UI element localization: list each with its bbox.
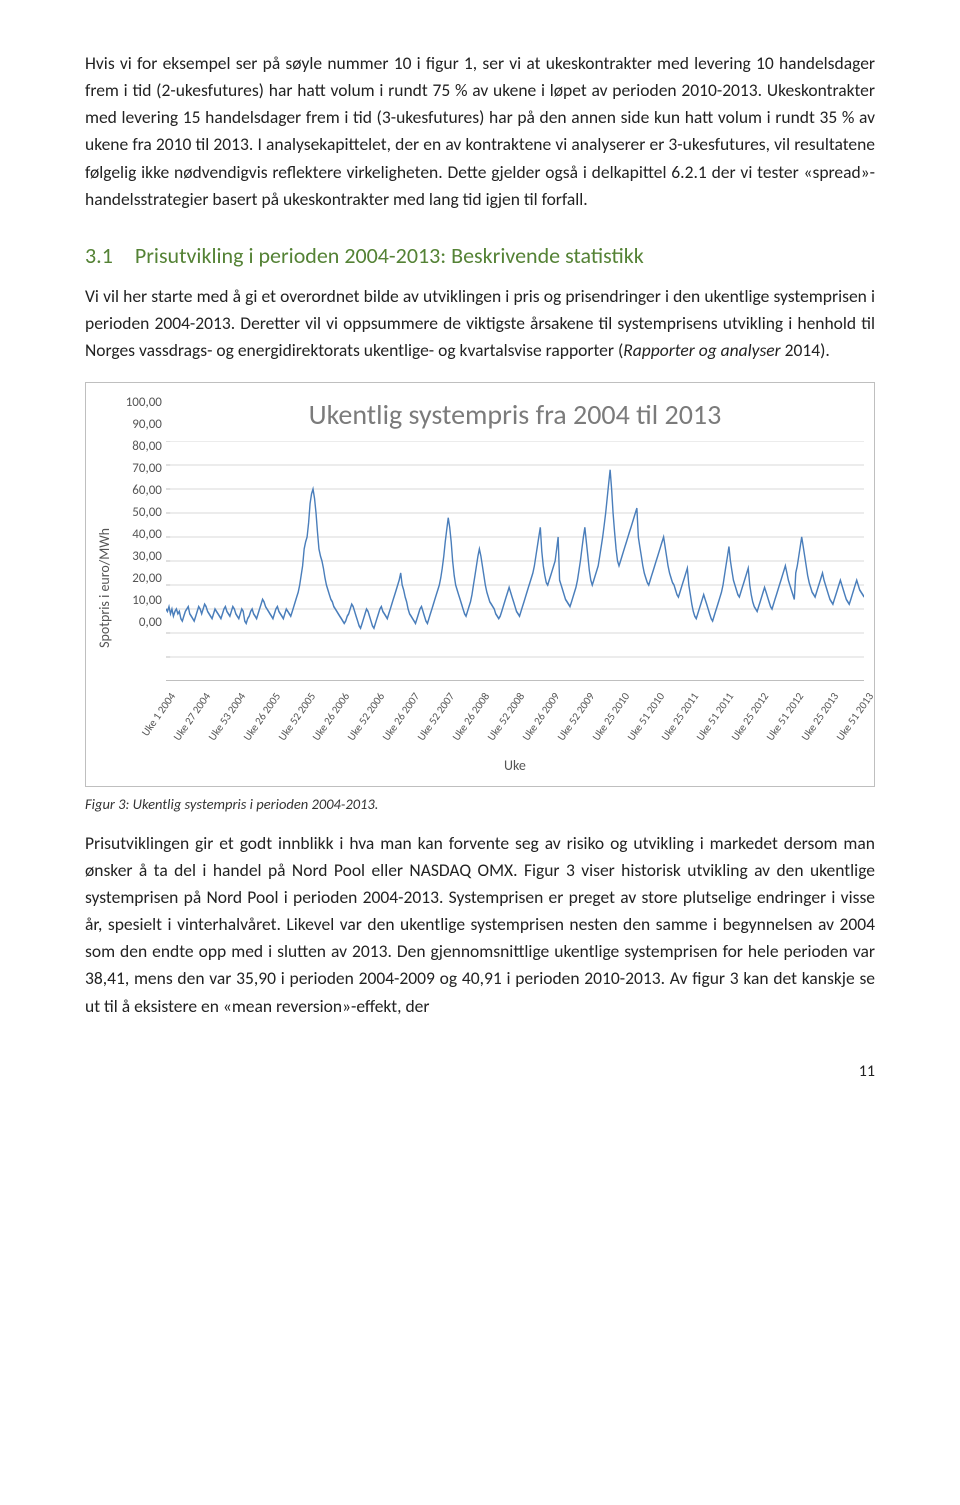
chart-svg	[166, 441, 864, 681]
chart-ytick: 100,00	[126, 393, 162, 413]
chart-ytick: 40,00	[132, 525, 162, 545]
chart-ytick: 10,00	[132, 591, 162, 611]
page: Hvis vi for eksempel ser på søyle nummer…	[0, 0, 960, 1114]
chart-title: Ukentlig systempris fra 2004 til 2013	[166, 393, 864, 436]
chart-plot	[166, 441, 864, 681]
paragraph-2: Vi vil her starte med å gi et overordnet…	[85, 283, 875, 364]
chart-ytick: 70,00	[132, 459, 162, 479]
chart-ytick: 80,00	[132, 437, 162, 457]
section-number: 3.1	[85, 239, 113, 273]
chart-ytick: 0,00	[139, 613, 162, 633]
chart-inner: Spotpris i euro/MWh 100,0090,0080,0070,0…	[86, 383, 874, 786]
chart-ytick: 90,00	[132, 415, 162, 435]
para2-italic: Rapporter og analyser	[623, 339, 780, 361]
paragraph-3: Prisutviklingen gir et godt innblikk i h…	[85, 830, 875, 1020]
chart-plot-wrap: Ukentlig systempris fra 2004 til 2013 Uk…	[166, 393, 864, 782]
para2-text-c: 2014).	[781, 339, 830, 361]
section-heading: 3.1 Prisutvikling i perioden 2004-2013: B…	[85, 239, 875, 273]
chart-frame: Spotpris i euro/MWh 100,0090,0080,0070,0…	[85, 382, 875, 787]
chart-ylabel: Spotpris i euro/MWh	[92, 528, 118, 648]
chart-ytick: 20,00	[132, 569, 162, 589]
chart-ytick: 30,00	[132, 547, 162, 567]
chart-yticks: 100,0090,0080,0070,0060,0050,0040,0030,0…	[118, 393, 166, 633]
section-title: Prisutvikling i perioden 2004-2013: Besk…	[135, 242, 644, 269]
chart-xticks: Uke 1 2004Uke 27 2004Uke 53 2004Uke 26 2…	[166, 681, 864, 761]
chart-ytick: 60,00	[132, 481, 162, 501]
page-number: 11	[85, 1060, 875, 1085]
figure-caption: Figur 3: Ukentlig systempris i perioden …	[85, 793, 875, 815]
chart-ytick: 50,00	[132, 503, 162, 523]
paragraph-1: Hvis vi for eksempel ser på søyle nummer…	[85, 50, 875, 213]
